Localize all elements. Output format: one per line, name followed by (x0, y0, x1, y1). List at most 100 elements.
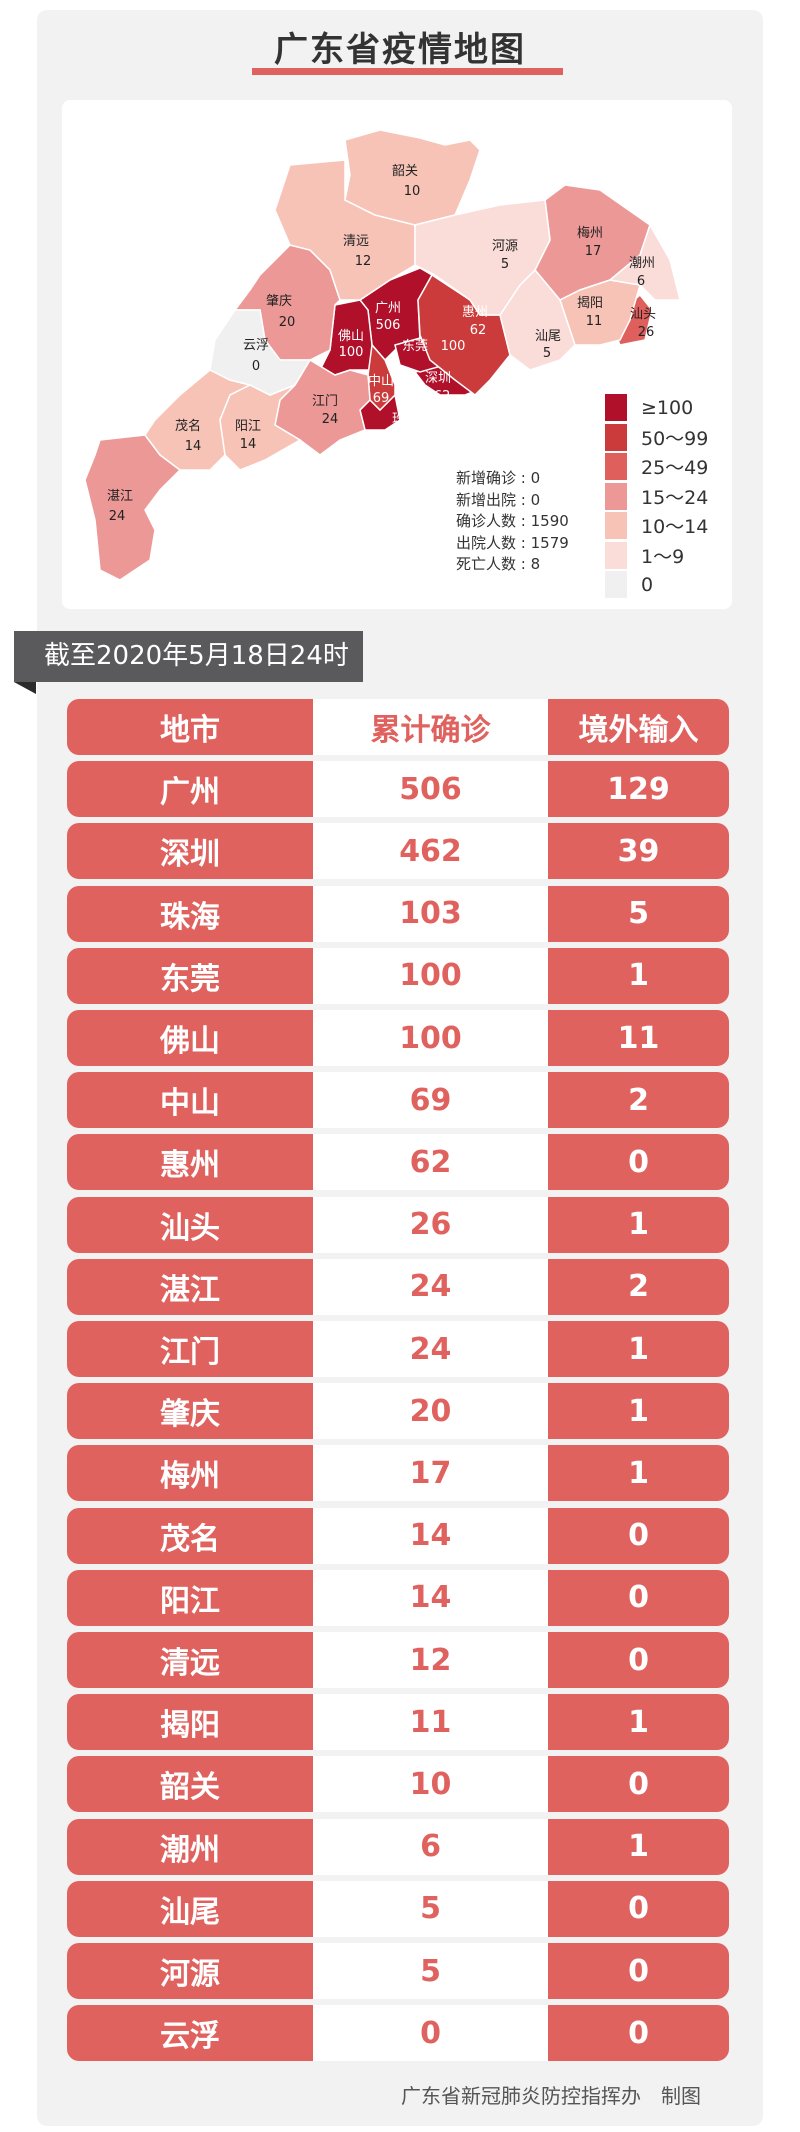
legend-swatch (605, 482, 627, 510)
footer-credit: 广东省新冠肺炎防控指挥办 制图 (401, 2084, 701, 2108)
table-row: 韶关 10 0 (67, 1756, 729, 1813)
region-value-label: 12 (355, 254, 372, 269)
imported-cell: 0 (548, 1943, 729, 1999)
legend-item: 0 (605, 570, 708, 600)
region-name-label: 湛江 (107, 489, 133, 504)
confirmed-cell: 462 (313, 823, 548, 880)
legend-item: ≥100 (605, 393, 708, 423)
city-cell: 河源 (67, 1943, 313, 1999)
city-cell: 广州 (67, 761, 313, 818)
imported-cell: 2 (548, 1258, 729, 1315)
confirmed-cell: 17 (313, 1445, 548, 1502)
city-cell: 云浮 (67, 2005, 313, 2062)
city-cell: 阳江 (67, 1569, 313, 1626)
table-row: 茂名 14 0 (67, 1507, 729, 1564)
city-cell: 佛山 (67, 1010, 313, 1066)
confirmed-cell: 69 (313, 1072, 548, 1129)
legend-item: 25～49 (605, 452, 708, 482)
legend-swatch (605, 394, 627, 422)
stat-line: 出院人数 : 1579 (456, 533, 569, 555)
region-name-label: 揭阳 (577, 296, 603, 311)
stats-summary: 新增确诊 : 0 新增出院 : 0 确诊人数 : 1590 出院人数 : 1579 死亡… (456, 468, 569, 576)
legend-label: 50～99 (641, 427, 709, 450)
imported-cell: 1 (548, 1818, 729, 1875)
table-row: 清远 12 0 (67, 1632, 729, 1688)
region-value-label: 24 (109, 509, 126, 524)
stat-value: 1590 (530, 512, 569, 530)
region-name-label: 潮州 (629, 256, 655, 271)
region-value-label: 24 (322, 412, 339, 427)
stat-separator: : (516, 469, 531, 487)
confirmed-cell: 100 (313, 947, 548, 1004)
imported-cell: 0 (548, 1507, 729, 1564)
table-row: 东莞 100 1 (67, 947, 729, 1004)
region-韶关 (344, 129, 481, 226)
city-cell: 梅州 (67, 1445, 313, 1502)
region-name-label: 珠海 (392, 412, 418, 427)
confirmed-cell: 11 (313, 1694, 548, 1751)
table-row: 梅州 17 1 (67, 1445, 729, 1502)
date-banner: 截至2020年5月18日24时 (14, 631, 363, 682)
stat-separator: : (516, 555, 531, 573)
stat-line: 新增出院 : 0 (456, 490, 569, 512)
confirmed-cell: 0 (313, 2005, 548, 2062)
region-name-label: 广州 (375, 301, 401, 316)
region-value-label: 6 (637, 274, 645, 289)
header-cell: 累计确诊 (313, 699, 548, 755)
legend-label: 0 (641, 573, 654, 596)
table-row: 肇庆 20 1 (67, 1383, 729, 1440)
region-value-label: 17 (585, 244, 602, 259)
table-header: 地市 累计确诊 境外输入 (67, 699, 729, 755)
legend-swatch (605, 453, 627, 481)
region-name-label: 惠州 (462, 305, 488, 320)
region-name-label: 阳江 (235, 419, 261, 434)
city-cell: 江门 (67, 1321, 313, 1377)
region-value-label: 10 (404, 184, 421, 199)
region-name-label: 汕头 (630, 307, 656, 322)
stat-value: 0 (530, 469, 541, 487)
confirmed-cell: 506 (313, 761, 548, 818)
table-row: 揭阳 11 1 (67, 1694, 729, 1751)
region-name-label: 江门 (312, 394, 338, 409)
imported-cell: 11 (548, 1010, 729, 1066)
region-name-label: 清远 (343, 234, 369, 249)
region-name-label: 云浮 (243, 338, 269, 353)
region-name-label: 深圳 (425, 371, 451, 386)
city-cell: 揭阳 (67, 1694, 313, 1751)
region-name-label: 梅州 (577, 226, 603, 241)
legend-swatch (605, 541, 627, 569)
confirmed-cell: 103 (313, 885, 548, 942)
table-row: 河源 5 0 (67, 1943, 729, 1999)
imported-cell: 1 (548, 1321, 729, 1377)
region-潮州 (608, 223, 681, 301)
legend-label: ≥100 (641, 396, 694, 419)
table-row: 珠海 103 5 (67, 885, 729, 942)
stat-value: 0 (530, 490, 541, 509)
region-name-label: 佛山 (338, 329, 364, 344)
confirmed-cell: 14 (313, 1569, 548, 1626)
region-value-label: 69 (373, 391, 390, 406)
city-cell: 湛江 (67, 1258, 313, 1315)
legend-swatch (605, 571, 627, 599)
imported-cell: 0 (548, 1756, 729, 1813)
legend-label: 1～9 (641, 545, 685, 568)
confirmed-cell: 24 (313, 1258, 548, 1315)
region-value-label: 5 (543, 346, 551, 361)
imported-cell: 0 (548, 2005, 729, 2062)
table-row: 中山 69 2 (67, 1072, 729, 1129)
stat-line: 死亡人数 : 8 (456, 554, 569, 576)
imported-cell: 1 (548, 1383, 729, 1440)
imported-cell: 2 (548, 1072, 729, 1129)
region-name-label: 肇庆 (266, 294, 292, 309)
region-value-label: 62 (470, 323, 487, 338)
header-cell: 地市 (67, 699, 313, 755)
confirmed-cell: 100 (313, 1010, 548, 1066)
stat-label: 新增确诊 (456, 469, 517, 487)
city-cell: 肇庆 (67, 1383, 313, 1440)
stat-label: 死亡人数 (456, 555, 517, 573)
city-cell: 韶关 (67, 1756, 313, 1813)
title-underline (252, 68, 563, 75)
legend-item: 50～99 (605, 423, 708, 453)
table-row: 汕头 26 1 (67, 1196, 729, 1253)
legend-label: 10～14 (641, 516, 709, 539)
